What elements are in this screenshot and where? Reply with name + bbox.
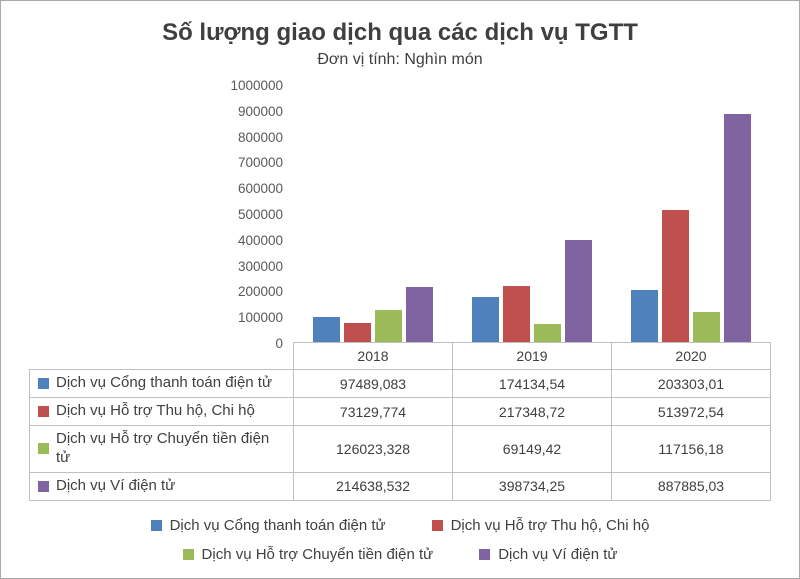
year-label: 2018 [293, 343, 452, 369]
table-value: 217348,72 [453, 398, 612, 426]
table-value: 69149,42 [453, 426, 612, 473]
legend-swatch [182, 548, 194, 560]
table-value: 398734,25 [453, 472, 612, 501]
y-tick-label: 200000 [237, 284, 283, 300]
legend-row: Dịch vụ Hỗ trợ Chuyển tiền điện tử Dịch v… [29, 546, 771, 563]
table-value: 203303,01 [612, 370, 771, 398]
chart-subtitle: Đơn vị tính: Nghìn món [317, 51, 483, 68]
bar [724, 113, 752, 342]
series-name: Dịch vụ Cổng thanh toán điện tử [56, 374, 273, 392]
bar [533, 324, 561, 342]
data-table: Dịch vụ Cổng thanh toán điện tử 97489,083… [29, 369, 771, 501]
y-tick-label: 600000 [237, 181, 283, 197]
series-name: Dịch vụ Ví điện tử [56, 476, 176, 494]
series-swatch [38, 443, 49, 455]
bar [343, 323, 371, 342]
year-label: 2020 [611, 343, 771, 369]
bar [405, 286, 433, 342]
bar [502, 286, 530, 342]
y-tick-label: 500000 [237, 207, 283, 222]
x-axis-spacer [29, 343, 293, 369]
bar [564, 239, 592, 342]
y-axis: 0 100000 200000 300000 400000 500000 600000 700… [29, 78, 293, 351]
bar [662, 209, 690, 342]
legend-swatch [479, 548, 491, 560]
legend-label: Dịch vụ Ví điện tử [498, 545, 618, 563]
bar-group-2018 [293, 85, 452, 342]
table-row-label: Dịch vụ Ví điện tử [30, 472, 294, 501]
legend-item: Dịch vụ Cổng thanh toán điện tử [150, 516, 386, 534]
legend-item: Dịch vụ Hỗ trợ Chuyển tiền điện tử [182, 545, 434, 563]
year-label: 2019 [452, 343, 611, 369]
table-value: 174134,54 [453, 370, 612, 398]
y-tick-label: 800000 [237, 129, 283, 145]
legend-row: Dịch vụ Cổng thanh toán điện tử Dịch vụ H… [29, 517, 771, 534]
table-value: 887885,03 [612, 472, 771, 501]
series-swatch [38, 480, 49, 492]
y-tick-label: 700000 [237, 155, 283, 171]
bar-group-2020 [612, 85, 771, 342]
table-row-label: Dịch vụ Cổng thanh toán điện tử [30, 370, 294, 398]
table-value: 97489,083 [294, 370, 453, 398]
chart-title: Số lượng giao dịch qua các dịch vụ TGTT [162, 19, 638, 46]
series-name: Dịch vụ Hỗ trợ Thu hộ, Chi hộ [56, 402, 255, 420]
table-value: 214638,532 [294, 472, 453, 501]
table-row-label: Dịch vụ Hỗ trợ Chuyển tiền điện tử [30, 426, 294, 473]
plot-area [293, 85, 771, 343]
legend-item: Dịch vụ Ví điện tử [479, 546, 617, 563]
bar [631, 289, 659, 342]
y-tick-label: 100000 [237, 310, 283, 326]
table-value: 513972,54 [612, 398, 771, 426]
y-tick-label: 300000 [237, 258, 283, 274]
series-swatch [38, 406, 49, 417]
legend-label: Dịch vụ Hỗ trợ Chuyển tiền điện tử [201, 545, 434, 563]
table-value: 73129,774 [294, 398, 453, 426]
bar [471, 297, 499, 342]
legend-swatch [150, 519, 162, 531]
legend-swatch [431, 519, 443, 531]
bar [693, 311, 721, 342]
y-tick-label: 1000000 [230, 78, 283, 93]
legend-item: Dịch vụ Hỗ trợ Thu hộ, Chi hộ [431, 516, 650, 534]
plot-region: 0 100000 200000 300000 400000 500000 600000 700… [29, 78, 771, 351]
legend-label: Dịch vụ Hỗ trợ Thu hộ, Chi hộ [450, 516, 650, 534]
table-row-label: Dịch vụ Hỗ trợ Thu hộ, Chi hộ [30, 398, 294, 426]
legend-label: Dịch vụ Cổng thanh toán điện tử [169, 516, 386, 534]
bar [374, 309, 402, 342]
legend: Dịch vụ Cổng thanh toán điện tử Dịch vụ H… [29, 517, 771, 563]
y-tick-label: 0 [275, 336, 283, 351]
series-swatch [38, 378, 49, 389]
y-tick-label: 900000 [237, 103, 283, 119]
x-axis-labels: 2018 2019 2020 [29, 343, 771, 369]
table-value: 117156,18 [612, 426, 771, 473]
series-name: Dịch vụ Hỗ trợ Chuyển tiền điện tử [56, 430, 270, 466]
bar [312, 316, 340, 342]
table-value: 126023,328 [294, 426, 453, 473]
y-tick-label: 400000 [237, 232, 283, 248]
bar-group-2019 [452, 85, 611, 342]
